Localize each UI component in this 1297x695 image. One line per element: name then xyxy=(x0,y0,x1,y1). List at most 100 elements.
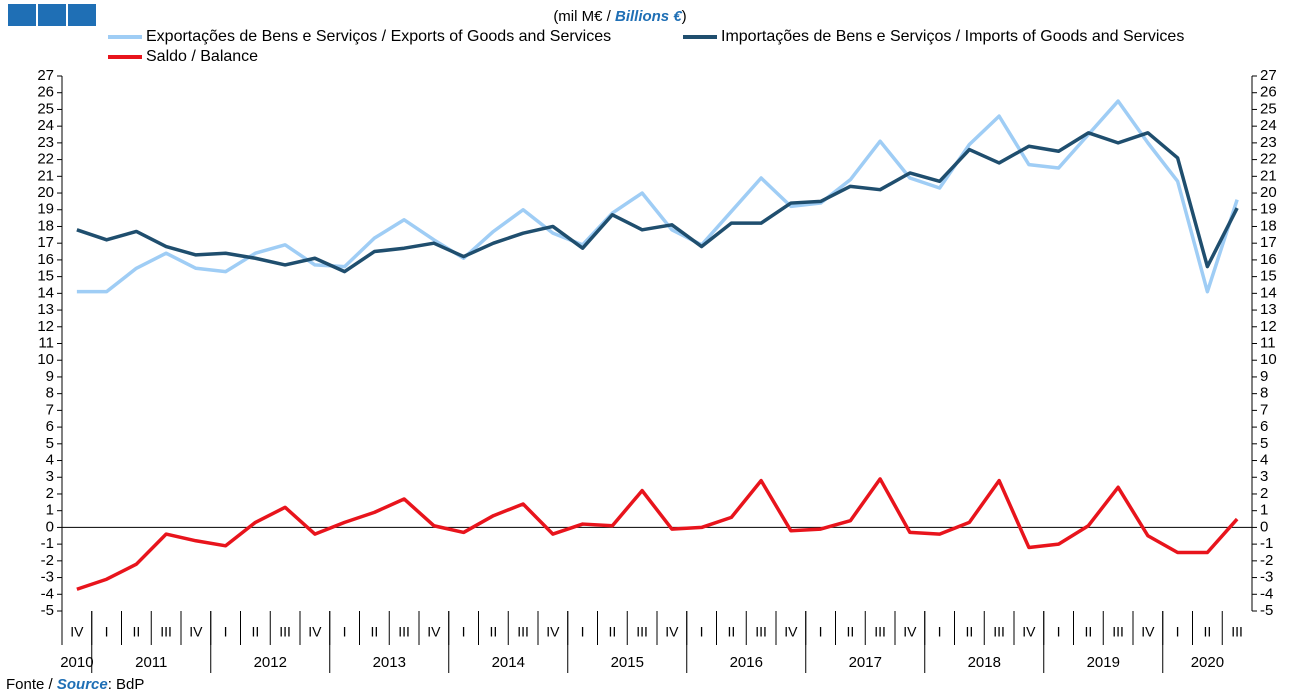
y-tick-label: 16 xyxy=(37,251,54,268)
y-tick-label: -3 xyxy=(41,569,54,586)
y-tick-label: 3 xyxy=(46,468,54,485)
y2-tick-label: 4 xyxy=(1260,452,1268,469)
y-tick-label: 25 xyxy=(37,100,54,117)
logo-block xyxy=(68,4,96,26)
x-tick-label: I xyxy=(938,624,942,640)
y-tick-label: 13 xyxy=(37,301,54,318)
y2-tick-label: 5 xyxy=(1260,435,1268,452)
legend-label: Saldo / Balance xyxy=(146,48,258,65)
y-tick-label: 0 xyxy=(46,518,54,535)
x-tick-label: III xyxy=(1231,624,1243,640)
x-tick-label: I xyxy=(700,624,704,640)
year-label: 2015 xyxy=(611,654,644,671)
source-suffix: : BdP xyxy=(108,676,145,693)
x-tick-label: I xyxy=(224,624,228,640)
line-series xyxy=(76,99,1239,294)
year-label: 2014 xyxy=(492,654,525,671)
y2-tick-label: 1 xyxy=(1260,502,1268,519)
x-tick-label: III xyxy=(1112,624,1124,640)
y-tick-label: 10 xyxy=(37,351,54,368)
y2-tick-label: -2 xyxy=(1260,552,1273,569)
x-tick-label: I xyxy=(462,624,466,640)
year-label: 2019 xyxy=(1087,654,1120,671)
y-tick-label: -1 xyxy=(41,535,54,552)
y2-tick-label: 12 xyxy=(1260,318,1277,335)
x-tick-label: IV xyxy=(427,624,441,640)
unit-label: (mil M€ / Billions €) xyxy=(553,8,686,25)
y-tick-label: 7 xyxy=(46,401,54,418)
y-tick-label: 26 xyxy=(37,84,54,101)
y2-tick-label: 27 xyxy=(1260,67,1277,84)
y2-tick-label: 3 xyxy=(1260,468,1268,485)
y2-tick-label: 15 xyxy=(1260,268,1277,285)
x-tick-label: II xyxy=(251,624,259,640)
y-tick-label: 2 xyxy=(46,485,54,502)
y-tick-label: -4 xyxy=(41,585,54,602)
x-tick-label: IV xyxy=(308,624,322,640)
y2-tick-label: 23 xyxy=(1260,134,1277,151)
y2-tick-label: 16 xyxy=(1260,251,1277,268)
x-tick-label: I xyxy=(819,624,823,640)
y-tick-label: 15 xyxy=(37,268,54,285)
y-tick-label: 8 xyxy=(46,385,54,402)
y2-tick-label: -3 xyxy=(1260,569,1273,586)
y2-tick-label: 2 xyxy=(1260,485,1268,502)
y2-tick-label: 18 xyxy=(1260,217,1277,234)
x-tick-label: I xyxy=(105,624,109,640)
year-label: 2016 xyxy=(730,654,763,671)
legend-label: Exportações de Bens e Serviços / Exports… xyxy=(146,28,611,45)
y2-tick-label: 10 xyxy=(1260,351,1277,368)
y-tick-label: 20 xyxy=(37,184,54,201)
x-tick-label: III xyxy=(398,624,410,640)
y-tick-label: 17 xyxy=(37,234,54,251)
line-series xyxy=(76,131,1239,274)
x-tick-label: III xyxy=(993,624,1005,640)
y-tick-label: 12 xyxy=(37,318,54,335)
x-tick-label: IV xyxy=(903,624,917,640)
unit-suffix: ) xyxy=(682,8,687,25)
x-tick-label: II xyxy=(370,624,378,640)
logo-block xyxy=(8,4,36,26)
x-tick-label: IV xyxy=(1141,624,1155,640)
year-label: 2018 xyxy=(968,654,1001,671)
y-tick-label: 14 xyxy=(37,284,54,301)
y2-tick-label: -1 xyxy=(1260,535,1273,552)
y2-tick-label: -5 xyxy=(1260,602,1273,619)
x-tick-label: II xyxy=(1084,624,1092,640)
year-label: 2011 xyxy=(135,654,167,671)
x-tick-label: II xyxy=(132,624,140,640)
y-tick-label: 23 xyxy=(37,134,54,151)
y2-tick-label: 20 xyxy=(1260,184,1277,201)
y-tick-label: 5 xyxy=(46,435,54,452)
x-tick-label: II xyxy=(608,624,616,640)
x-tick-label: I xyxy=(1057,624,1061,640)
x-tick-label: IV xyxy=(665,624,679,640)
y2-tick-label: 17 xyxy=(1260,234,1277,251)
y2-tick-label: 22 xyxy=(1260,151,1277,168)
y2-tick-label: 11 xyxy=(1260,334,1276,351)
y2-tick-label: 9 xyxy=(1260,368,1268,385)
x-tick-label: IV xyxy=(189,624,203,640)
y2-tick-label: 13 xyxy=(1260,301,1277,318)
y2-tick-label: 21 xyxy=(1260,167,1277,184)
y-tick-label: 21 xyxy=(37,167,54,184)
x-tick-label: II xyxy=(965,624,973,640)
x-tick-label: I xyxy=(343,624,347,640)
y2-tick-label: 25 xyxy=(1260,100,1277,117)
y2-tick-label: 24 xyxy=(1260,117,1277,134)
x-tick-label: IV xyxy=(1022,624,1036,640)
x-tick-label: IV xyxy=(784,624,798,640)
y2-tick-label: 14 xyxy=(1260,284,1277,301)
line-series xyxy=(76,477,1239,591)
x-tick-label: III xyxy=(160,624,172,640)
y2-tick-label: 19 xyxy=(1260,201,1277,218)
year-label: 2017 xyxy=(849,654,882,671)
y-tick-label: 22 xyxy=(37,151,54,168)
unit-highlight: Billions € xyxy=(615,8,682,25)
x-tick-label: IV xyxy=(546,624,560,640)
year-label: 2020 xyxy=(1191,654,1224,671)
y2-tick-label: -4 xyxy=(1260,585,1273,602)
unit-prefix: (mil M€ / xyxy=(553,8,615,25)
year-label: 2010 xyxy=(60,654,93,671)
